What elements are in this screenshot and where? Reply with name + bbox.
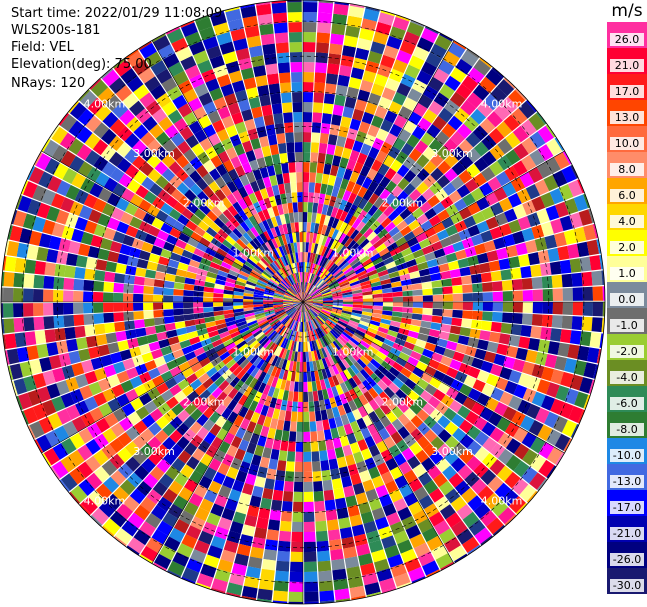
colorbar-tick-label: -8.0	[610, 423, 644, 436]
range-ring-label: 1.00km	[233, 346, 275, 359]
range-ring-label: 3.00km	[431, 147, 473, 160]
colorbar-tick-label: -6.0	[610, 397, 644, 410]
site-label: WLS200s-181	[11, 23, 101, 38]
range-ring-label: 4.00km	[481, 495, 523, 508]
velocity-colorbar: 26.0 21.0 17.0 13.0 10.0 8.0 6.0 4.0 2.0 1.0 0.0 -1…	[607, 0, 647, 607]
range-ring-label: 3.00km	[133, 445, 175, 458]
velocity-gates	[1, 0, 605, 604]
elevation-label: Elevation(deg): 75.00	[11, 57, 152, 72]
colorbar-tick-label: -17.0	[610, 501, 644, 514]
scan-info-panel: Start time: 2022/01/29 11:08:09 WLS200s-…	[11, 5, 222, 92]
range-ring-label: 4.00km	[84, 495, 126, 508]
colorbar-tick-label: 2.0	[610, 241, 644, 254]
range-ring-label: 1.00km	[233, 246, 275, 259]
colorbar-tick-label: -2.0	[610, 345, 644, 358]
range-ring-label: 1.00km	[332, 246, 374, 259]
range-ring-label: 3.00km	[431, 445, 473, 458]
range-ring-label: 2.00km	[183, 395, 225, 408]
nrays-label: NRays: 120	[11, 76, 86, 91]
start-time-label: Start time: 2022/01/29 11:08:09	[11, 6, 223, 21]
colorbar-tick-label: -4.0	[610, 371, 644, 384]
colorbar-tick-label: 13.0	[610, 111, 644, 124]
colorbar-tick-label: 4.0	[610, 215, 644, 228]
colorbar-tick-label: 0.0	[610, 293, 644, 306]
range-ring-labels: 1.00km 1.00km 1.00km 1.00km 2.00km 2.00km 2.00…	[84, 97, 523, 507]
colorbar-tick-label: 26.0	[610, 33, 644, 46]
range-ring-label: 2.00km	[382, 197, 424, 210]
colorbar-tick-label: -13.0	[610, 475, 644, 488]
colorbar-tick-label: -26.0	[610, 553, 644, 566]
range-ring-label: 3.00km	[133, 147, 175, 160]
range-ring-label: 1.00km	[332, 346, 374, 359]
colorbar-unit-label: m/s	[611, 1, 643, 21]
colorbar-tick-label: -21.0	[610, 527, 644, 540]
range-ring-label: 2.00km	[382, 395, 424, 408]
range-ring-label: 4.00km	[481, 97, 523, 110]
radar-ppi-plot: 1.00km 1.00km 1.00km 1.00km 2.00km 2.00km 2.00…	[0, 0, 606, 605]
colorbar-tick-label: 6.0	[610, 189, 644, 202]
range-ring-grid	[0, 0, 606, 605]
field-label: Field: VEL	[11, 40, 74, 55]
colorbar-tick-label: -30.0	[610, 579, 644, 592]
range-ring-label: 2.00km	[183, 197, 225, 210]
colorbar-tick-label: -1.0	[610, 319, 644, 332]
range-ring-label: 4.00km	[84, 97, 126, 110]
colorbar-tick-label: -10.0	[610, 449, 644, 462]
colorbar-tick-label: 1.0	[610, 267, 644, 280]
colorbar-tick-label: 10.0	[610, 137, 644, 150]
colorbar-tick-label: 8.0	[610, 163, 644, 176]
colorbar-tick-label: 17.0	[610, 85, 644, 98]
colorbar-tick-label: 21.0	[610, 59, 644, 72]
